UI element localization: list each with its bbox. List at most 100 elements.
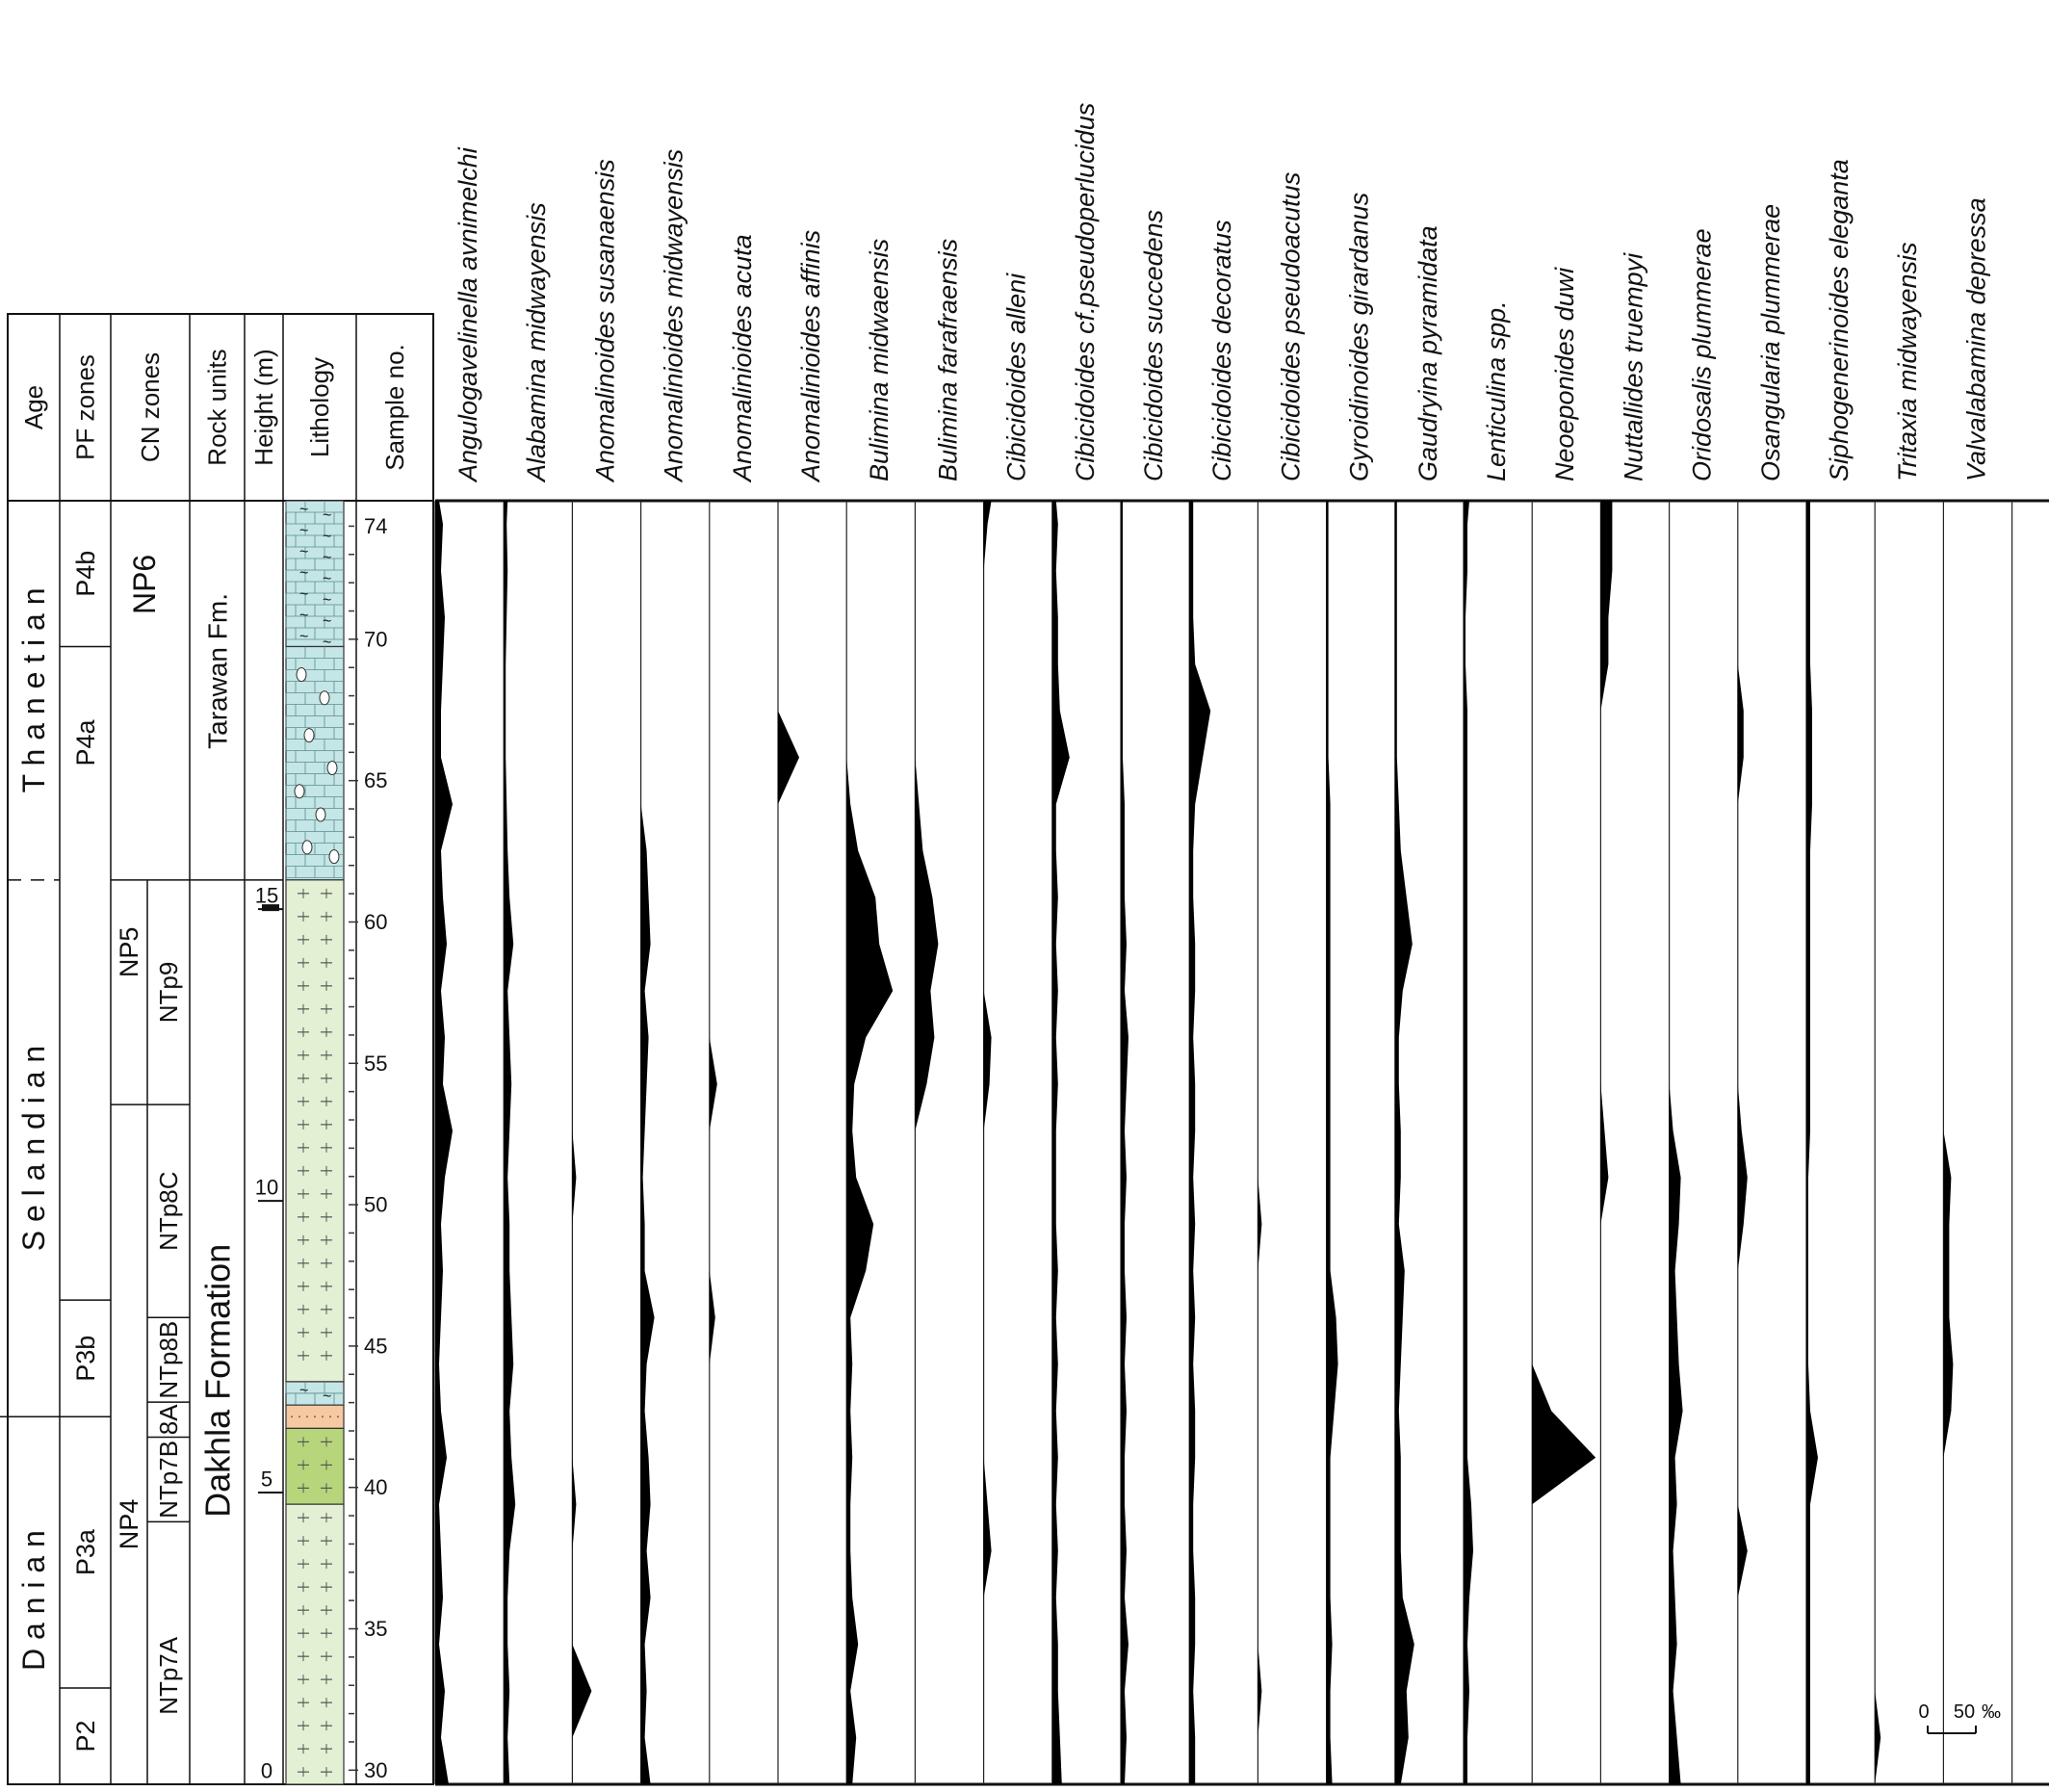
species-abundance-curve — [778, 501, 799, 1784]
species-abundance-curve — [1051, 501, 1070, 1784]
lithology-column: ~ ~ ~ ~ ~ ~ ~ ~ ~ ~ ~ ~ ~ ~ ~ ~30 35 40 45 50 55 60 65 70 74 — [285, 500, 387, 1785]
stratigraphic-column-panel: Age PF zones CN zones Rock units Height (m) L… — [0, 313, 434, 1785]
lithology-symbol — [294, 784, 305, 799]
species-name-label: Anomalinioides affinis — [796, 230, 825, 483]
species-abundance-curve — [572, 501, 592, 1784]
rock-units-column-header: Rock units — [203, 349, 232, 465]
species-name-label: Nuttallides truempyi — [1619, 252, 1647, 481]
age-label: T h a n e t i a n — [16, 587, 51, 792]
lithology-symbol: ~ — [323, 529, 331, 545]
species-abundance-curve — [846, 501, 894, 1784]
lithology-symbol: ~ — [323, 592, 331, 609]
species-abundance-curve — [1464, 501, 1473, 1784]
species-abundance-curve — [1258, 501, 1262, 1784]
species-abundance-curve — [709, 501, 717, 1784]
lithology-symbol: ~ — [299, 586, 308, 603]
cn-subzone-label: NTp7A — [154, 1636, 183, 1715]
lithology-symbol — [337, 1415, 339, 1418]
height-15m-marker — [262, 904, 279, 912]
sample-tick-label: 45 — [364, 1334, 387, 1358]
species-name-label: Angulogavelinella avnimelchi — [454, 146, 482, 483]
age-label: S e l a n d i a n — [16, 1046, 51, 1251]
species-name-label: Cibicidoides succedens — [1139, 210, 1168, 481]
sample-tick-label: 35 — [364, 1617, 387, 1641]
lithology-symbol: ~ — [323, 571, 331, 587]
species-abundance-curve — [640, 501, 655, 1784]
lithology-symbol: ~ — [299, 565, 308, 582]
rock-unit-label: Dakhla Formation — [198, 1244, 238, 1518]
cn-subzone-label: NTp7B — [154, 1441, 183, 1519]
sample-tick-label: 74 — [364, 514, 387, 538]
species-name-label: Siphogenerinoides eleganta — [1825, 159, 1854, 481]
height-tick-label: 0 — [261, 1759, 272, 1783]
species-abundance-curve — [1189, 501, 1211, 1784]
pf-zone-label: P4b — [71, 551, 100, 597]
species-abundance-curve — [1326, 501, 1338, 1784]
species-abundance-curve — [1394, 501, 1414, 1784]
sample-tick-label: 65 — [364, 768, 387, 792]
lithology-bed — [285, 879, 345, 1383]
lithology-symbol: ~ — [299, 629, 308, 645]
species-abundance-curve — [435, 501, 453, 1784]
species-name-label: Neoeponides duwi — [1550, 267, 1579, 481]
pf-zone-label: P2 — [71, 1720, 100, 1752]
species-name-label: Lenticulina spp. — [1482, 300, 1511, 481]
species-name-label: Cibicidoides alleni — [1002, 273, 1031, 481]
lithology-symbol: ~ — [323, 613, 331, 630]
sample-tick-label: 30 — [364, 1758, 387, 1782]
height-tick-label: 5 — [261, 1467, 272, 1492]
lithology-symbol — [303, 728, 315, 743]
pf-zone-label: P4a — [71, 718, 100, 766]
height-tick-label: 10 — [255, 1176, 278, 1200]
cn-subzone-label: NTp8C — [154, 1172, 183, 1251]
species-name-label: Bulimina farafraensis — [933, 239, 962, 481]
species-abundance-curve — [983, 501, 992, 1784]
species-name-label: Tritaxia midwayensis — [1893, 242, 1922, 481]
stratigraphic-table-frame — [7, 313, 434, 1785]
cn-subzone-label: 8A — [154, 1404, 183, 1435]
lithology-symbol: ~ — [323, 635, 331, 651]
species-abundance-curve — [915, 501, 939, 1784]
lithology-symbol — [298, 1415, 300, 1418]
species-name-label: Anomalinoides susanaensis — [590, 159, 619, 483]
lithology-column-header-header: Lithology — [305, 357, 334, 457]
species-name-label: Osangularia plummerae — [1756, 204, 1785, 481]
sample-tick-label: 40 — [364, 1475, 387, 1499]
scale-bar-start-label: 0 — [1918, 1701, 1929, 1723]
species-name-label: Gyroidinoides girardanus — [1345, 193, 1374, 481]
pf-zones-column-header: PF zones — [71, 354, 100, 460]
lithology-symbol — [314, 1415, 316, 1418]
lithology-bed — [285, 1503, 345, 1785]
lithology-symbol — [306, 1415, 308, 1418]
age-column-header: Age — [19, 385, 48, 429]
species-name-label: Cibicidoides pseudoacutus — [1276, 172, 1305, 481]
lithology-symbol — [328, 849, 340, 865]
sample-tick-label: 70 — [364, 627, 387, 651]
rock-unit-label: Tarawan Fm. — [203, 593, 233, 749]
species-abundance-curve — [1737, 501, 1748, 1784]
species-name-label: Gaudryina pyramidata — [1414, 225, 1442, 481]
height-column-header: Height (m) — [249, 349, 278, 465]
lithology-symbol: ~ — [323, 1389, 331, 1405]
species-abundance-curve — [1875, 501, 1881, 1784]
species-abundance-panel: Angulogavelinella avnimelchi Alabamina mi… — [434, 103, 2049, 1786]
lithology-bed — [285, 1427, 345, 1505]
lithology-symbol — [319, 690, 330, 706]
height-tick-label: 15 — [255, 884, 278, 908]
species-name-label: Oridosalis plummerae — [1688, 228, 1717, 481]
species-name-label: Cibicidoides cf.pseudoperlucidus — [1071, 103, 1100, 481]
lithology-symbol — [322, 1415, 324, 1418]
sample-tick-label: 55 — [364, 1052, 387, 1076]
species-abundance-curve — [1121, 501, 1128, 1784]
species-name-label: Anomalinioides acuta — [728, 234, 757, 483]
species-abundance-curve — [1806, 501, 1818, 1784]
cn-zone-label: NP4 — [115, 1499, 143, 1550]
cn-subzone-label: NTp9 — [154, 962, 183, 1024]
species-name-label: Alabamina midwayensis — [522, 202, 551, 483]
lithology-symbol — [296, 667, 307, 683]
species-name-label: Valvalabamina depressa — [1961, 197, 1990, 481]
cn-zone-label: NP5 — [115, 927, 143, 978]
lithology-symbol: ~ — [299, 544, 308, 560]
cn-zone-label: NP6 — [127, 555, 162, 614]
